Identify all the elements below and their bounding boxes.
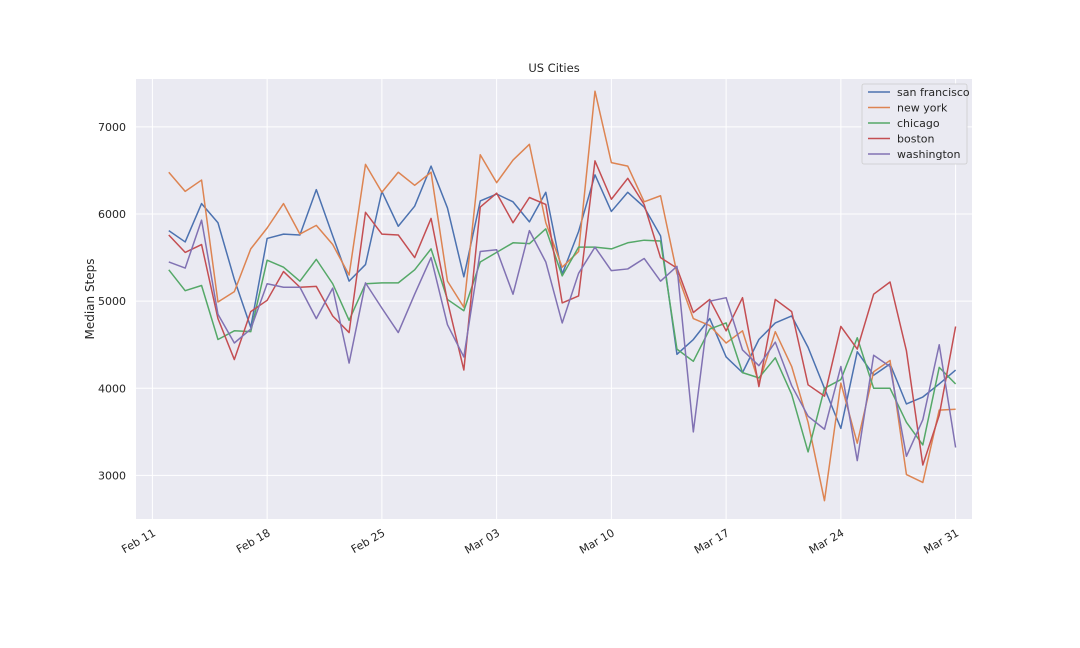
legend-box	[861, 83, 968, 165]
x-tick-label: Mar 31	[921, 526, 961, 556]
y-axis: 3000 4000 5000 6000 7000	[98, 121, 126, 483]
x-tick-label: Feb 18	[234, 526, 273, 556]
x-tick-label: Feb 25	[349, 526, 388, 556]
y-tick-label: 3000	[98, 469, 126, 482]
x-tick-label: Feb 11	[119, 526, 158, 556]
y-tick-label: 4000	[98, 382, 126, 395]
series-line-new-york	[168, 90, 956, 502]
y-tick-label: 6000	[98, 208, 126, 221]
series-line-washington	[168, 219, 957, 462]
series-line-chicago	[168, 228, 957, 453]
x-axis: Feb 11 Feb 18 Feb 25 Mar 03 Mar 10 Mar 17 Mar …	[119, 526, 961, 556]
legend-label: boston	[897, 133, 934, 146]
x-tick-label: Mar 17	[692, 526, 732, 556]
legend-label: new york	[897, 102, 948, 115]
y-tick-label: 5000	[98, 295, 126, 308]
y-tick-label: 7000	[98, 121, 126, 134]
legend: san francisco new york chicago boston washin…	[861, 83, 970, 165]
legend-label: chicago	[897, 117, 940, 130]
x-tick-label: Mar 03	[463, 526, 503, 556]
legend-label: washington	[897, 148, 960, 161]
x-tick-label: Mar 24	[807, 526, 847, 556]
x-tick-label: Mar 10	[577, 526, 617, 556]
y-axis-label: Median Steps	[83, 258, 97, 339]
legend-label: san francisco	[897, 86, 970, 99]
chart-title: US Cities	[528, 61, 579, 75]
series-group	[168, 90, 957, 502]
